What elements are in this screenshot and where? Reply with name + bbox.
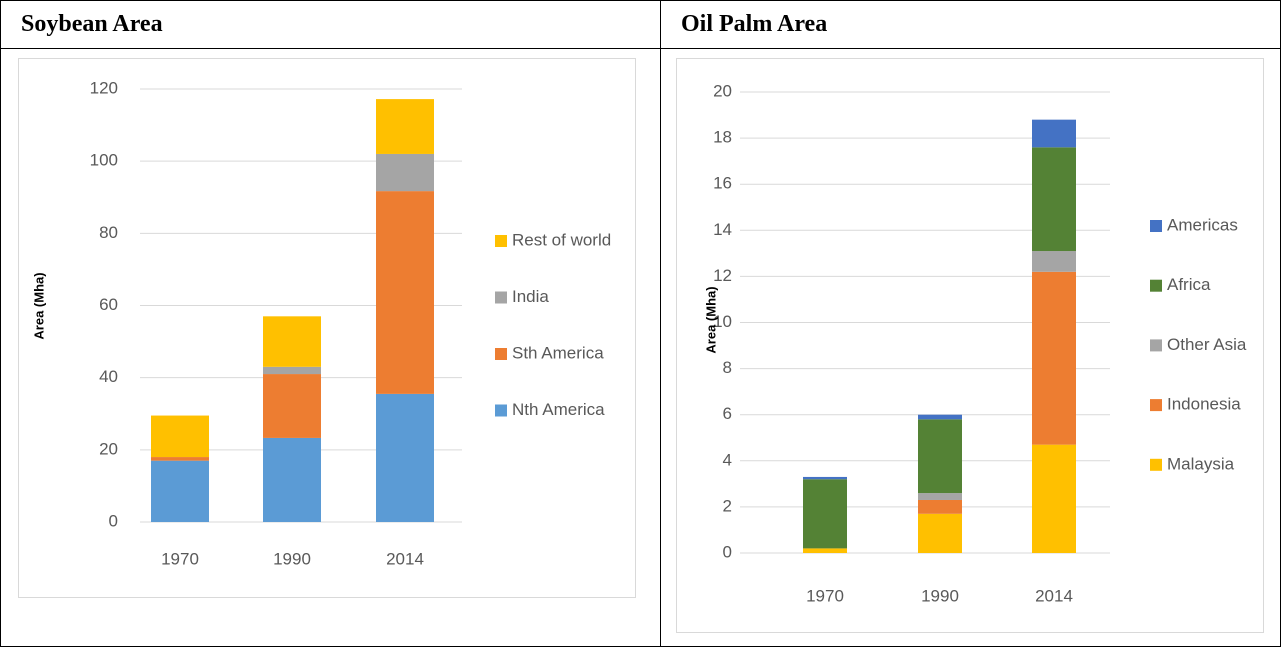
bar-segment xyxy=(1032,119,1076,148)
legend-label: Nth America xyxy=(512,400,605,419)
bar-segment xyxy=(803,479,847,549)
table-header: Soybean Area xyxy=(0,0,661,49)
bar-segment xyxy=(803,548,847,553)
chart: 0 20 40 60 80 100 120 Area (Mha) 1970 1990 2014 Nth… xyxy=(18,58,636,598)
x-tick-label: 1990 xyxy=(921,586,959,605)
x-tick-label: 1990 xyxy=(273,549,311,568)
y-tick-label: 20 xyxy=(99,439,118,458)
bar-segment xyxy=(376,153,434,192)
y-tick-label: 8 xyxy=(723,358,732,377)
bar-segment xyxy=(151,460,209,522)
bar-segment xyxy=(376,393,434,522)
x-tick-label: 1970 xyxy=(161,549,199,568)
legend-swatch xyxy=(1150,458,1162,471)
chart: 0 2 4 6 8 10 12 14 16 18 20 Area (Mha) 1970 1990 2014 M… xyxy=(676,58,1264,633)
legend-label: Rest of world xyxy=(512,230,611,249)
bar-segment xyxy=(263,437,321,522)
y-tick-label: 4 xyxy=(723,450,732,469)
legend-swatch xyxy=(1150,339,1162,352)
legend-label: Indonesia xyxy=(1167,395,1241,414)
legend-label: Americas xyxy=(1167,215,1238,234)
legend-swatch xyxy=(495,404,507,417)
x-tick-label: 1970 xyxy=(806,586,844,605)
y-tick-label: 14 xyxy=(713,220,732,239)
y-axis-label: Area (Mha) xyxy=(31,272,46,339)
y-tick-label: 6 xyxy=(723,404,732,423)
y-tick-label: 0 xyxy=(109,511,118,530)
legend-swatch xyxy=(495,235,507,247)
bar-segment xyxy=(376,99,434,154)
legend-label: Malaysia xyxy=(1167,454,1235,473)
table-header: Oil Palm Area xyxy=(660,0,1281,49)
y-tick-label: 16 xyxy=(713,174,732,193)
legend-swatch xyxy=(1150,279,1162,292)
y-axis-label: Area (Mha) xyxy=(703,286,718,353)
x-tick-label: 2014 xyxy=(1035,586,1073,605)
y-tick-label: 60 xyxy=(99,295,118,314)
legend-label: Sth America xyxy=(512,343,604,362)
y-tick-label: 80 xyxy=(99,223,118,242)
y-tick-label: 0 xyxy=(723,542,732,561)
bar-segment xyxy=(918,419,962,494)
x-tick-label: 2014 xyxy=(386,549,424,568)
legend-label: Other Asia xyxy=(1167,335,1247,354)
bar-segment xyxy=(151,415,209,458)
y-tick-label: 40 xyxy=(99,367,118,386)
chart-frame xyxy=(676,58,1264,633)
legend-label: Africa xyxy=(1167,275,1211,294)
legend-swatch xyxy=(1150,220,1162,232)
y-tick-label: 10 xyxy=(713,312,732,331)
chart-frame xyxy=(18,58,636,598)
bar-segment xyxy=(918,499,962,514)
bar-segment xyxy=(803,476,847,480)
bar-segment xyxy=(918,513,962,553)
bar-segment xyxy=(1032,271,1076,445)
y-tick-label: 20 xyxy=(713,81,732,100)
bar-segment xyxy=(376,191,434,394)
bar-segment xyxy=(263,366,321,375)
legend-swatch xyxy=(1150,399,1162,412)
y-tick-label: 2 xyxy=(723,496,732,515)
bar-segment xyxy=(263,374,321,438)
bar-segment xyxy=(1032,147,1076,252)
y-tick-label: 100 xyxy=(90,151,118,170)
y-tick-label: 18 xyxy=(713,128,732,147)
bar-segment xyxy=(151,457,209,461)
legend-label: India xyxy=(512,287,549,306)
bar-segment xyxy=(918,414,962,420)
legend-swatch xyxy=(495,291,507,304)
legend-swatch xyxy=(495,348,507,360)
bar-segment xyxy=(918,493,962,500)
y-tick-label: 120 xyxy=(90,78,118,97)
y-tick-label: 12 xyxy=(713,266,732,285)
bar-segment xyxy=(1032,251,1076,272)
bar-segment xyxy=(263,316,321,367)
bar-segment xyxy=(1032,444,1076,553)
